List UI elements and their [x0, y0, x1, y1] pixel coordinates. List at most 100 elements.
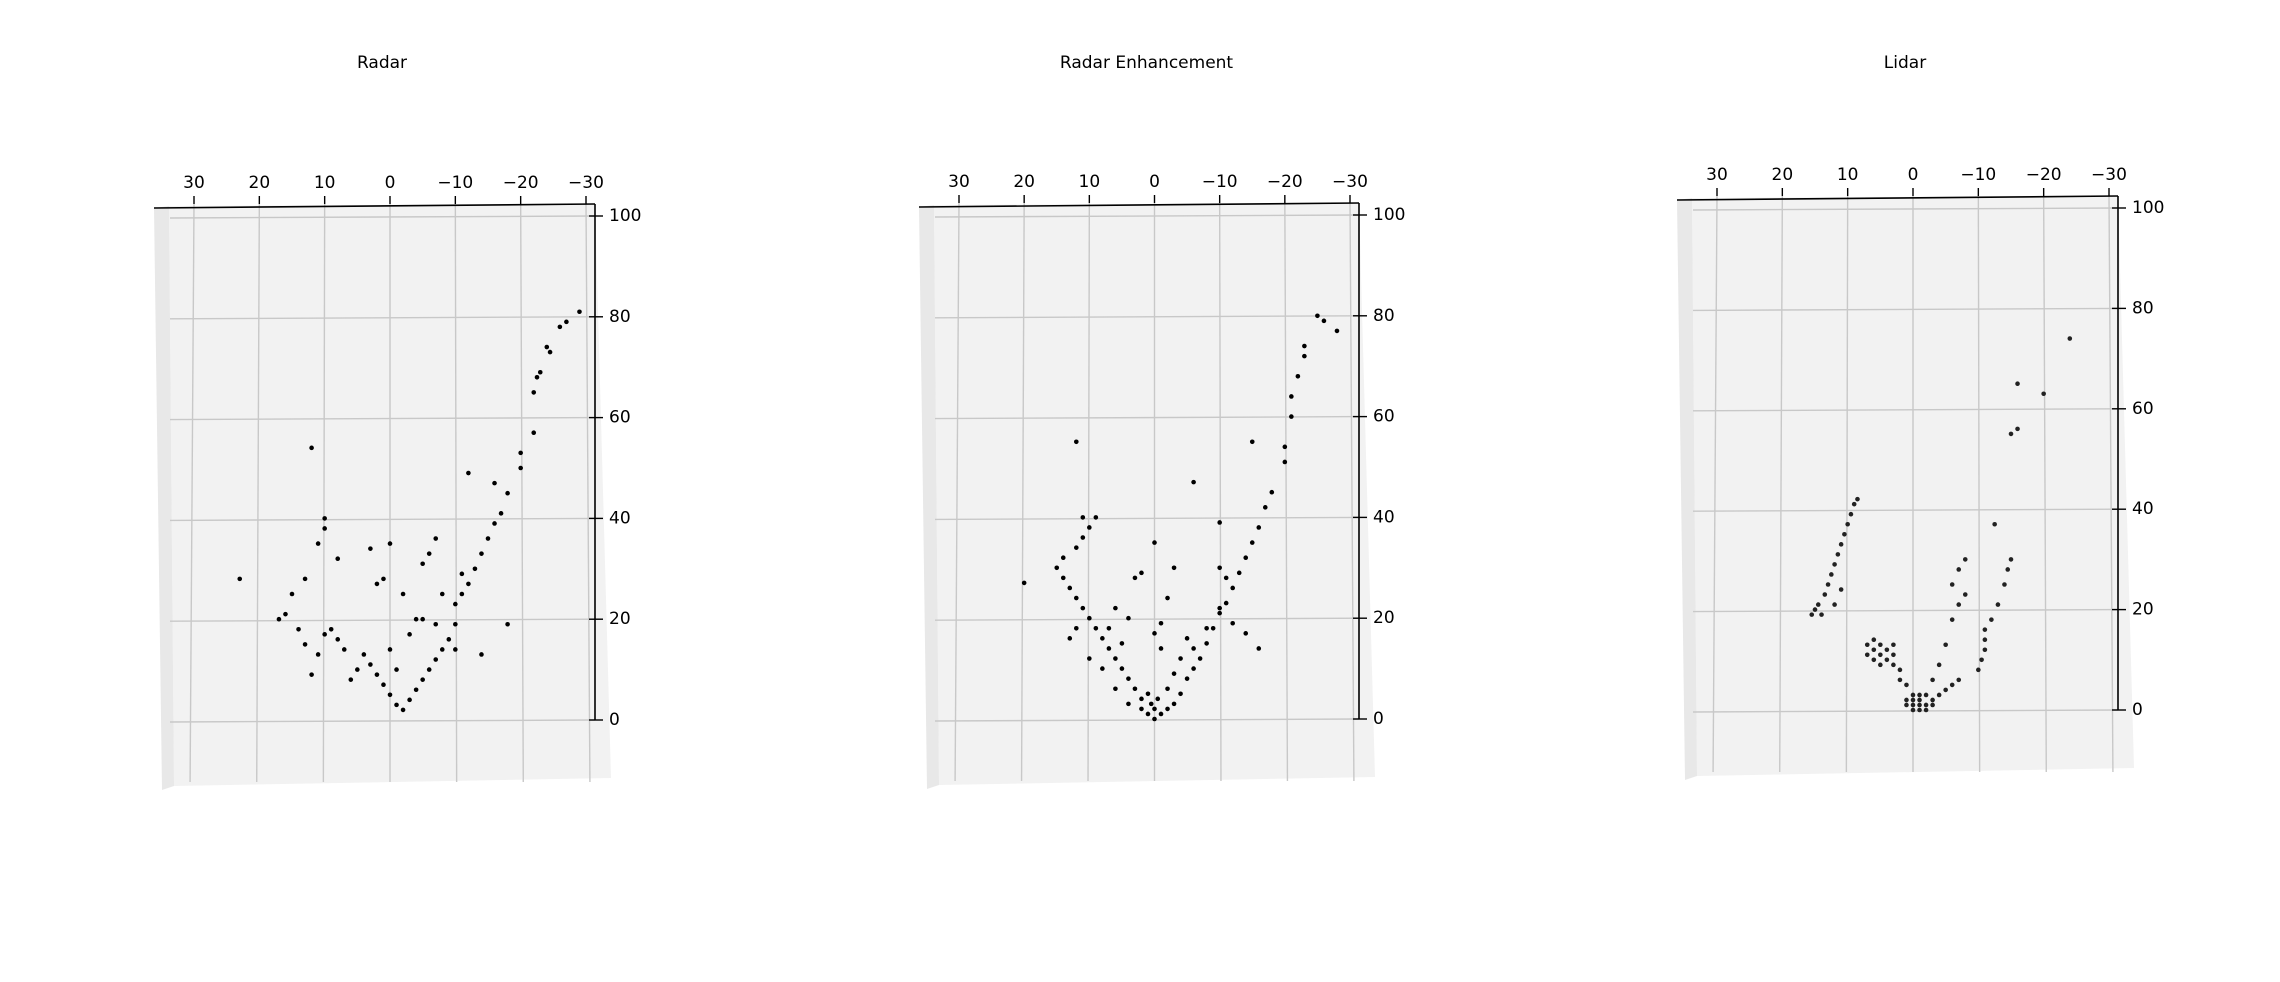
point: [420, 561, 425, 567]
point: [1139, 570, 1144, 576]
x-tick-label: −30: [2091, 165, 2127, 185]
point: [505, 621, 510, 627]
point: [472, 566, 478, 572]
grid-line: [1087, 202, 1091, 782]
point: [368, 546, 373, 551]
point: [1217, 610, 1222, 616]
point: [1904, 697, 1909, 703]
x-tick-label: 20: [1772, 165, 1794, 185]
x-tick-label: −30: [568, 173, 604, 193]
point: [1962, 557, 1968, 562]
point: [1106, 646, 1112, 651]
point: [1054, 565, 1060, 571]
point: [1835, 552, 1841, 557]
point: [518, 450, 523, 456]
y-tick-label: 20: [609, 609, 631, 629]
point: [1282, 444, 1288, 450]
point: [1910, 702, 1916, 708]
point: [1132, 575, 1138, 581]
point: [1949, 582, 1955, 587]
point: [1992, 521, 1997, 527]
point: [1191, 666, 1196, 671]
point: [2041, 391, 2046, 397]
point: [387, 541, 393, 546]
grid-line: [585, 203, 591, 783]
point: [534, 374, 540, 380]
point: [1815, 602, 1821, 607]
point: [1249, 439, 1255, 445]
y-tick-label: 0: [2132, 700, 2143, 720]
point: [348, 677, 354, 682]
point: [1249, 540, 1255, 545]
point: [1087, 615, 1092, 621]
point: [296, 626, 301, 632]
grid-line: [169, 719, 596, 723]
point: [355, 667, 360, 672]
grid-line: [256, 203, 261, 783]
point: [1165, 706, 1170, 712]
point: [1930, 702, 1935, 708]
point: [1891, 652, 1896, 658]
point: [577, 309, 582, 315]
grid-line: [169, 215, 596, 219]
grid-line: [454, 203, 458, 783]
y-tick-label: 0: [1373, 709, 1384, 729]
point: [1864, 642, 1870, 648]
point: [1809, 612, 1815, 617]
point: [1148, 701, 1154, 707]
point: [1100, 636, 1105, 641]
x-tick-label: 0: [385, 173, 396, 193]
point: [361, 652, 367, 657]
x-tick-label: 20: [1013, 172, 1035, 192]
point: [1910, 707, 1916, 713]
point: [1139, 706, 1144, 712]
point: [413, 616, 419, 622]
point: [1832, 602, 1837, 607]
point: [1812, 607, 1818, 612]
point: [1962, 592, 1968, 597]
point: [547, 349, 553, 355]
point: [1106, 625, 1112, 631]
y-tick-label: 80: [1373, 306, 1395, 326]
side-pane: [1677, 198, 1697, 780]
point: [459, 571, 465, 577]
point: [381, 682, 386, 688]
point: [289, 591, 295, 597]
point: [1158, 620, 1164, 626]
point: [544, 344, 550, 350]
point: [1956, 677, 1962, 683]
point: [537, 369, 543, 375]
point: [1289, 394, 1294, 399]
point: [315, 541, 321, 546]
point: [407, 697, 412, 703]
point: [439, 647, 445, 652]
point: [1943, 687, 1948, 693]
point: [302, 642, 308, 647]
point: [1930, 677, 1935, 683]
y-tick-label: 80: [609, 307, 631, 327]
point: [1243, 555, 1249, 561]
grid-line: [1020, 202, 1025, 782]
x-tick-label: −20: [503, 173, 539, 193]
x-tick-label: 10: [314, 173, 336, 193]
point: [1819, 612, 1824, 617]
point: [1093, 515, 1099, 520]
point: [433, 657, 439, 662]
point: [1230, 585, 1235, 591]
y-tick-label: 40: [1373, 507, 1395, 527]
point: [1256, 646, 1262, 651]
point: [433, 621, 439, 627]
point: [1184, 676, 1190, 681]
x-tick-label: 10: [1837, 165, 1859, 185]
point: [420, 616, 425, 622]
point: [1217, 565, 1222, 571]
x-axis: [153, 203, 596, 209]
point: [1917, 702, 1922, 708]
point: [1100, 666, 1105, 671]
grid-line: [934, 415, 1360, 420]
y-tick-label: 80: [2132, 298, 2154, 318]
point: [1838, 587, 1844, 592]
x-tick-label: 20: [249, 173, 271, 193]
point: [374, 672, 380, 677]
point: [1204, 641, 1209, 646]
